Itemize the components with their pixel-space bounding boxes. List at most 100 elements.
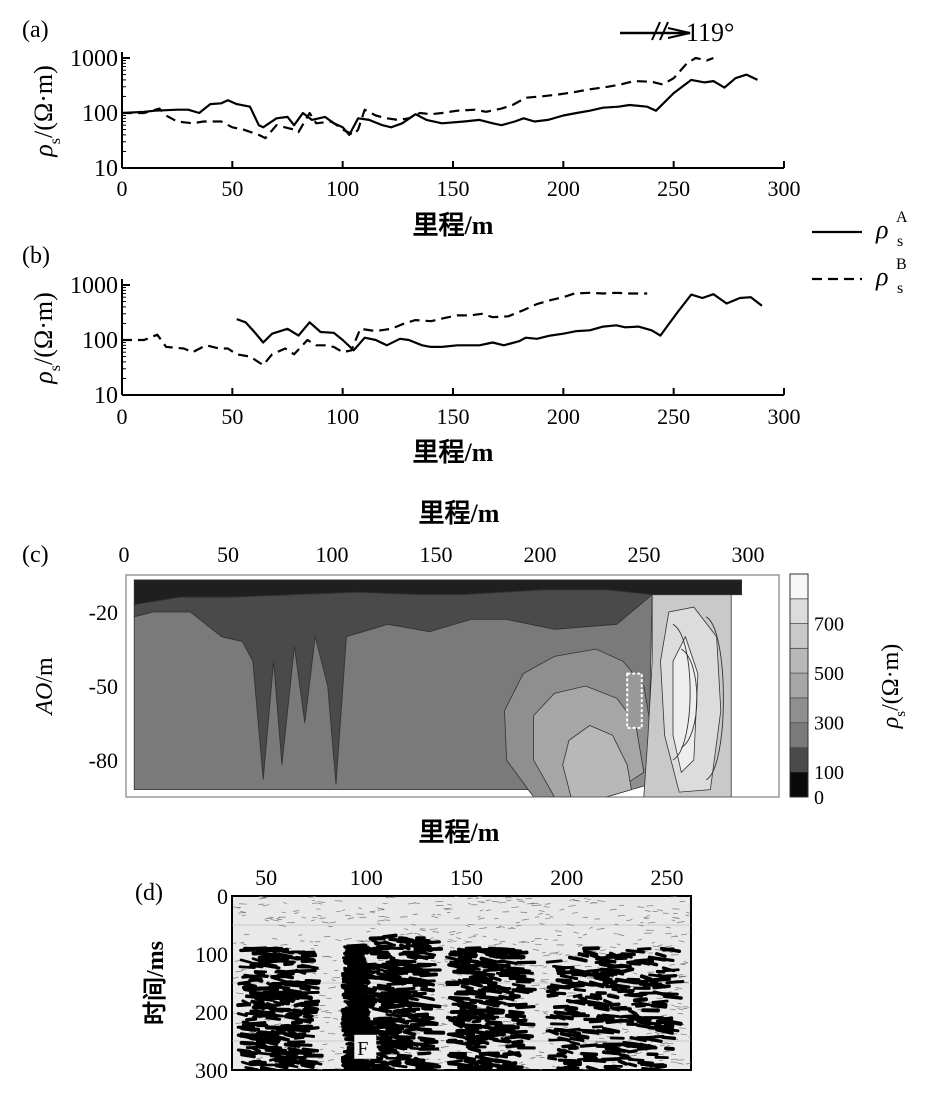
reflector bbox=[467, 1046, 482, 1053]
reflector bbox=[376, 983, 392, 989]
reflector bbox=[380, 1007, 393, 1014]
reflector bbox=[636, 947, 652, 951]
noise-streak bbox=[669, 964, 676, 966]
noise-streak bbox=[440, 1004, 447, 1006]
reflector bbox=[355, 1002, 375, 1008]
reflector bbox=[590, 983, 609, 987]
noise-streak bbox=[651, 941, 656, 944]
noise-streak bbox=[413, 902, 421, 905]
noise-streak bbox=[432, 931, 440, 933]
reflector bbox=[502, 1051, 521, 1057]
noise-streak bbox=[332, 977, 341, 979]
reflector bbox=[625, 948, 646, 954]
noise-streak bbox=[437, 914, 441, 916]
noise-streak bbox=[680, 1033, 687, 1036]
reflector bbox=[270, 1029, 287, 1036]
noise-streak bbox=[503, 980, 511, 982]
noise-streak bbox=[656, 1007, 660, 1010]
x-tick-label: 200 bbox=[547, 176, 580, 201]
reflector bbox=[380, 1043, 395, 1049]
reflector bbox=[253, 970, 265, 976]
reflector bbox=[257, 954, 277, 960]
reflector bbox=[516, 1034, 531, 1041]
noise-streak bbox=[590, 902, 597, 904]
reflector bbox=[391, 1063, 408, 1069]
noise-streak bbox=[325, 955, 333, 958]
noise-streak bbox=[616, 943, 621, 946]
noise-streak bbox=[251, 1031, 256, 1034]
noise-streak bbox=[554, 930, 563, 932]
reflector bbox=[300, 1062, 315, 1070]
x-axis-label: 里程/m bbox=[413, 438, 494, 467]
reflector bbox=[375, 1018, 395, 1024]
noise-streak bbox=[595, 1041, 602, 1044]
reflector bbox=[402, 1039, 420, 1047]
reflector bbox=[445, 1015, 462, 1023]
reflector bbox=[369, 951, 391, 957]
noise-streak bbox=[465, 925, 470, 928]
noise-streak bbox=[327, 1032, 336, 1035]
reflector bbox=[629, 1035, 647, 1043]
reflector bbox=[384, 970, 398, 977]
reflector bbox=[511, 967, 532, 973]
noise-streak bbox=[538, 910, 545, 912]
noise-streak bbox=[347, 917, 355, 920]
reflector bbox=[302, 1015, 313, 1019]
reflector bbox=[369, 947, 385, 955]
noise-streak bbox=[542, 951, 546, 954]
x-tick-label: 150 bbox=[450, 865, 483, 890]
series-group bbox=[122, 56, 758, 140]
noise-streak bbox=[534, 916, 540, 918]
y-tick-label: -50 bbox=[89, 674, 118, 699]
noise-streak bbox=[406, 932, 414, 935]
legend: ρ sAρ sB bbox=[812, 209, 908, 297]
noise-streak bbox=[316, 1068, 323, 1070]
contour-regions bbox=[133, 579, 742, 797]
reflector bbox=[632, 997, 649, 1003]
noise-streak bbox=[654, 1031, 660, 1034]
reflector bbox=[665, 980, 685, 985]
reflector bbox=[460, 1031, 476, 1037]
noise-streak bbox=[672, 917, 679, 919]
noise-streak bbox=[680, 962, 688, 965]
reflector bbox=[478, 1033, 489, 1039]
noise-streak bbox=[309, 941, 314, 943]
reflector bbox=[477, 1038, 490, 1046]
reflector bbox=[251, 957, 262, 963]
y-axis-label-text: AO/m bbox=[32, 657, 58, 717]
noise-streak bbox=[280, 943, 288, 946]
noise-streak bbox=[519, 964, 525, 966]
reflector bbox=[291, 1012, 303, 1018]
reflector bbox=[380, 964, 394, 971]
x-tick-label: 200 bbox=[524, 542, 557, 567]
noise-streak bbox=[558, 953, 563, 956]
y-tick-label: 0 bbox=[217, 884, 228, 909]
reflector bbox=[653, 1024, 671, 1028]
reflector bbox=[602, 1026, 621, 1034]
noise-streak bbox=[609, 946, 617, 948]
noise-streak bbox=[518, 941, 525, 943]
reflector bbox=[500, 1037, 512, 1043]
reflector bbox=[345, 1042, 357, 1047]
colorbar-band bbox=[789, 623, 809, 649]
noise-streak bbox=[637, 906, 645, 908]
noise-streak bbox=[494, 917, 499, 920]
reflector bbox=[472, 976, 493, 982]
reflector bbox=[236, 1002, 252, 1008]
noise-streak bbox=[241, 914, 246, 917]
reflector bbox=[639, 974, 653, 982]
reflector bbox=[499, 967, 521, 975]
panel-a: (a) 0 50 100 150 200 250 300 10 100 1000 里程/m ρs/(Ω·… bbox=[22, 17, 801, 240]
noise-streak bbox=[309, 896, 316, 898]
noise-streak bbox=[450, 933, 455, 936]
y-tick-label: 200 bbox=[195, 1000, 228, 1025]
panel-letter-a: (a) bbox=[22, 17, 49, 43]
reflector bbox=[279, 1000, 291, 1006]
reflector bbox=[559, 974, 579, 981]
reflector bbox=[343, 1000, 360, 1004]
reflector bbox=[397, 1010, 415, 1018]
reflector bbox=[406, 955, 418, 961]
noise-streak bbox=[376, 922, 381, 925]
reflector bbox=[402, 1030, 417, 1037]
